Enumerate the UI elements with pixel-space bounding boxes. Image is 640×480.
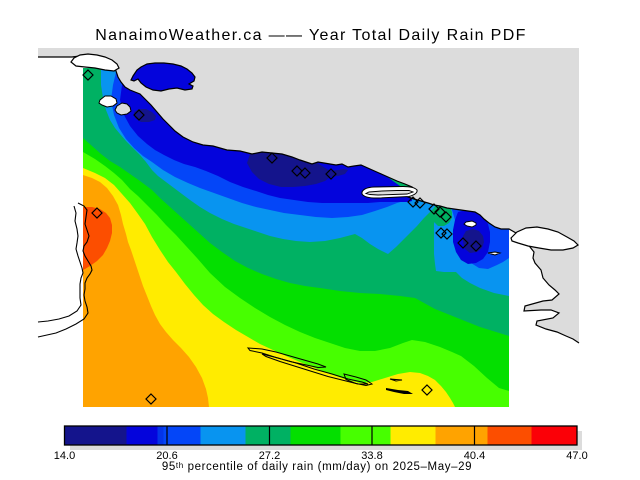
svg-text:14.0: 14.0 xyxy=(54,450,75,462)
svg-text:NanaimoWeather.ca —— Year Tota: NanaimoWeather.ca —— Year Total Daily Ra… xyxy=(95,27,526,44)
svg-text:27.2: 27.2 xyxy=(259,450,280,462)
svg-text:33.8: 33.8 xyxy=(361,450,382,462)
svg-text:40.4: 40.4 xyxy=(464,450,485,462)
svg-text:20.6: 20.6 xyxy=(156,450,177,462)
svg-text:47.0: 47.0 xyxy=(566,450,587,462)
svg-text:95th percentile of daily rain: 95th percentile of daily rain (mm/day) o… xyxy=(162,461,472,473)
